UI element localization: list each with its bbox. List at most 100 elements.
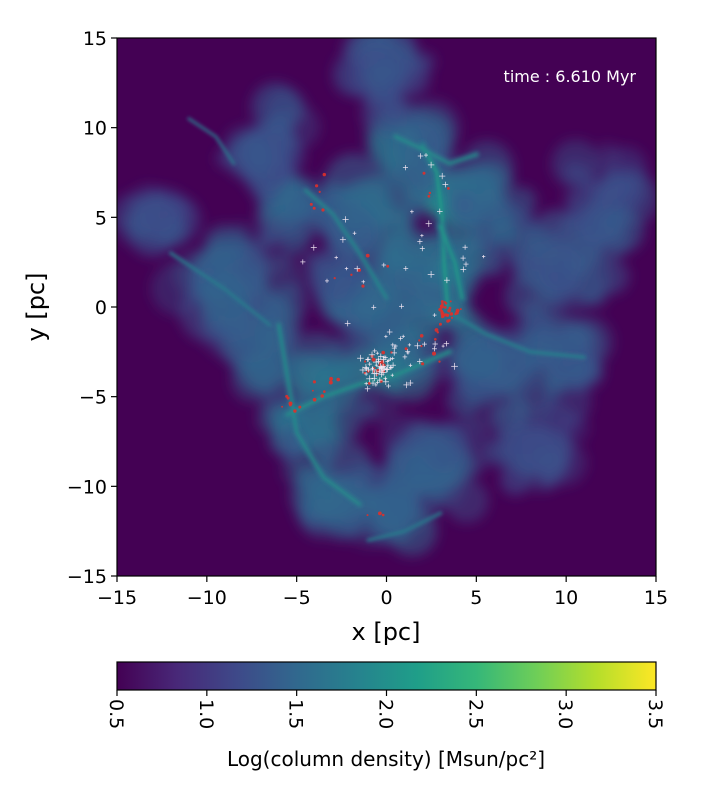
star-particle-red (367, 381, 371, 385)
star-particle-white (425, 220, 432, 227)
gas-blob (257, 230, 276, 250)
y-tick-label: −15 (67, 566, 107, 588)
colorbar-tick-label: 1.5 (285, 699, 307, 729)
gas-blob (576, 203, 622, 249)
colorbar-ticks: 0.5 1.0 1.5 2.0 2.5 3.0 3.5 (105, 690, 666, 729)
star-particle-white (427, 161, 435, 169)
star-particle-white (374, 363, 378, 367)
star-particle-white (368, 351, 376, 358)
gas-blob (601, 210, 619, 228)
star-particle-red (421, 362, 425, 366)
star-particle-red (441, 302, 444, 306)
gas-blob (198, 273, 251, 326)
filament (277, 323, 361, 506)
star-particle-red (440, 313, 444, 316)
y-tick-label: 5 (95, 207, 107, 229)
star-particle-red (459, 308, 462, 311)
gas-blob (326, 263, 351, 289)
colorbar-tick-label: 3.0 (554, 699, 576, 729)
star-particle-white (463, 261, 469, 267)
star-particle-white (339, 236, 346, 243)
star-particle-red (315, 184, 319, 188)
star-particle-white (401, 334, 405, 338)
star-particle-red (419, 334, 424, 338)
gas-blob (501, 418, 548, 465)
star-particle-white (417, 239, 423, 245)
star-particle-white (388, 357, 393, 361)
star-particle-white (402, 165, 408, 171)
colorbar-tick-label: 0.5 (105, 699, 127, 729)
star-particle-white (391, 345, 397, 351)
star-particle-red (381, 513, 385, 517)
star-particle-red (381, 350, 386, 355)
star-particle-white (442, 181, 449, 188)
gas-blob (592, 181, 616, 205)
x-tick-label: 5 (470, 587, 482, 609)
gas-blob (390, 268, 413, 291)
star-particle-red (378, 511, 382, 516)
x-tick-label: 15 (644, 587, 668, 609)
star-particle-white (432, 346, 437, 352)
star-particle-white (407, 379, 414, 386)
star-particle-white (427, 271, 435, 278)
star-particle-red (312, 389, 314, 392)
gas-blob (593, 258, 630, 295)
gas-blob (256, 400, 293, 437)
star-particle-white (439, 172, 446, 180)
star-particle-red (312, 380, 316, 384)
star-particle-white (382, 378, 389, 385)
x-tick-label: 0 (380, 587, 392, 609)
star-particle-red (373, 367, 376, 370)
gas-blob (415, 234, 441, 259)
gas-blob (387, 252, 406, 272)
star-particle-white (386, 363, 390, 367)
star-particle-white (310, 244, 317, 251)
star-particle-white (460, 255, 466, 261)
filament (394, 135, 478, 165)
star-particle-red (357, 268, 362, 272)
gas-blob (423, 426, 456, 459)
star-particle-red (432, 351, 436, 356)
star-particle-red (443, 301, 447, 304)
star-particle-white (391, 356, 395, 361)
star-particle-white (407, 343, 412, 347)
y-tick-label: −5 (79, 387, 107, 409)
star-particle-white (374, 383, 378, 387)
star-particle-white (380, 363, 386, 370)
filament (304, 189, 388, 300)
star-particle-white (441, 344, 445, 348)
star-particle-white (444, 277, 450, 284)
star-particle-red (321, 208, 325, 212)
colorbar: 0.5 1.0 1.5 2.0 2.5 3.0 3.5 Log(column density… (105, 661, 666, 771)
star-particle-white (369, 366, 377, 374)
gas-blob (230, 358, 276, 403)
star-particle-red (404, 347, 408, 351)
star-particle-white (383, 376, 388, 381)
star-particle-red (390, 351, 393, 354)
star-particle-red (293, 409, 297, 413)
star-particle-white (394, 344, 398, 348)
colorbar-tick-label: 3.5 (644, 699, 666, 729)
gas-blob (570, 325, 596, 350)
colorbar-tick-label: 1.0 (195, 699, 217, 729)
filament (438, 224, 464, 300)
gas-blob (137, 199, 174, 236)
y-axis-ticks: −15 −10 −5 0 5 10 15 (67, 28, 117, 588)
star-particle-white (377, 377, 383, 383)
star-particle-white (384, 334, 388, 339)
star-particle-red (309, 202, 313, 206)
star-particle-white (390, 373, 394, 377)
gas-blob (521, 224, 552, 254)
star-particle-red (438, 360, 441, 363)
star-particle-red (318, 190, 321, 193)
star-particle-red (447, 187, 450, 190)
colorbar-tick-label: 2.0 (375, 699, 397, 729)
gas-blob (358, 399, 377, 417)
star-particle-red (434, 328, 439, 332)
star-particle-white (357, 354, 364, 362)
star-particle-white (377, 353, 384, 360)
star-particle-white (383, 355, 388, 360)
gas-blob (445, 187, 475, 218)
gas-blob (532, 321, 554, 343)
star-particle-white (375, 358, 382, 365)
